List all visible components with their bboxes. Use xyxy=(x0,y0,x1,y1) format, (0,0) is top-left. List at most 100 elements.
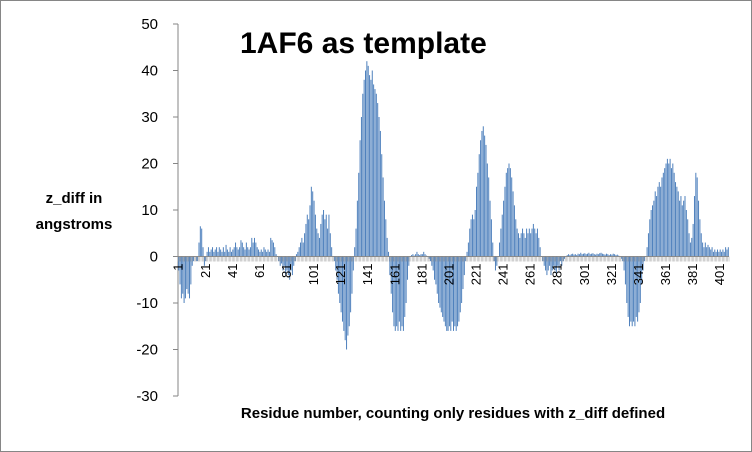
bar xyxy=(329,233,331,257)
bar xyxy=(489,200,491,257)
bar xyxy=(568,254,570,257)
x-tick-label: 381 xyxy=(685,264,700,286)
bar xyxy=(438,256,440,303)
bar xyxy=(708,247,710,257)
bar xyxy=(450,256,452,331)
bar xyxy=(305,223,307,257)
bar xyxy=(458,256,460,322)
bar xyxy=(714,249,716,257)
bar xyxy=(649,219,651,257)
bar xyxy=(633,256,635,322)
bar xyxy=(232,249,234,257)
bar xyxy=(375,93,377,257)
x-tick-label: 121 xyxy=(333,264,348,286)
x-tick-label: 261 xyxy=(523,264,538,286)
x-tick-label: 201 xyxy=(441,264,456,286)
bar xyxy=(555,256,557,276)
bar xyxy=(652,205,654,257)
y-tick-label: -30 xyxy=(136,388,158,405)
bar xyxy=(253,237,255,257)
x-tick-label: 61 xyxy=(252,264,267,278)
bar xyxy=(564,256,566,259)
bar xyxy=(209,251,211,257)
bar xyxy=(693,196,695,257)
bar xyxy=(221,251,223,257)
bar xyxy=(515,219,517,257)
bar xyxy=(603,254,605,257)
y-tick-label: 40 xyxy=(141,63,158,80)
bar xyxy=(314,214,316,257)
bar xyxy=(180,256,182,299)
bar xyxy=(553,256,555,266)
chart-title: 1AF6 as template xyxy=(240,27,487,60)
bar xyxy=(600,252,602,257)
bar xyxy=(616,254,618,257)
bar xyxy=(429,256,431,262)
bar xyxy=(308,219,310,257)
bar xyxy=(190,256,192,285)
bar xyxy=(291,256,293,276)
bar xyxy=(304,233,306,257)
bar xyxy=(331,247,333,257)
bar xyxy=(490,219,492,257)
bar xyxy=(722,249,724,257)
bar xyxy=(366,61,368,257)
y-tick-label: 50 xyxy=(141,16,158,33)
bar xyxy=(688,233,690,257)
bar xyxy=(512,191,514,257)
bar xyxy=(605,253,607,257)
y-axis-title: angstroms xyxy=(36,216,113,233)
bar xyxy=(247,247,249,257)
bar xyxy=(378,117,380,257)
bar xyxy=(494,256,496,271)
bar xyxy=(680,196,682,257)
bar xyxy=(325,214,327,257)
bar xyxy=(286,256,288,271)
bar xyxy=(301,237,303,257)
bar xyxy=(718,251,720,257)
bar xyxy=(224,251,226,257)
bar xyxy=(275,254,277,257)
bar xyxy=(642,256,644,271)
bar xyxy=(210,249,212,257)
bar xyxy=(283,256,285,266)
bar xyxy=(371,70,373,257)
bar xyxy=(239,247,241,257)
bar xyxy=(444,256,446,327)
bar xyxy=(295,254,297,257)
bar xyxy=(549,256,551,266)
bar xyxy=(402,256,404,331)
bar xyxy=(503,200,505,257)
bar xyxy=(191,256,193,266)
bar xyxy=(517,233,519,257)
bar xyxy=(381,154,383,257)
bar xyxy=(706,247,708,257)
bar xyxy=(596,253,598,257)
bar xyxy=(289,256,291,280)
bar xyxy=(488,177,490,257)
bar xyxy=(493,256,495,262)
bar xyxy=(442,256,444,317)
bar xyxy=(527,233,529,257)
bar xyxy=(203,256,205,266)
bar xyxy=(721,251,723,257)
bar xyxy=(285,256,287,276)
bar xyxy=(184,256,186,299)
bar xyxy=(484,135,486,257)
bar xyxy=(447,256,449,331)
bar xyxy=(500,228,502,257)
bar xyxy=(614,254,616,257)
bar xyxy=(657,186,659,257)
bar xyxy=(698,200,700,257)
bar xyxy=(577,253,579,257)
bar xyxy=(505,172,507,257)
bar xyxy=(373,84,375,257)
bar xyxy=(669,158,671,257)
bar xyxy=(282,256,284,271)
bar xyxy=(726,249,728,257)
bar xyxy=(467,242,469,257)
x-tick-label: 341 xyxy=(631,264,646,286)
bar xyxy=(351,256,353,294)
bar xyxy=(712,251,714,257)
bar xyxy=(660,186,662,257)
